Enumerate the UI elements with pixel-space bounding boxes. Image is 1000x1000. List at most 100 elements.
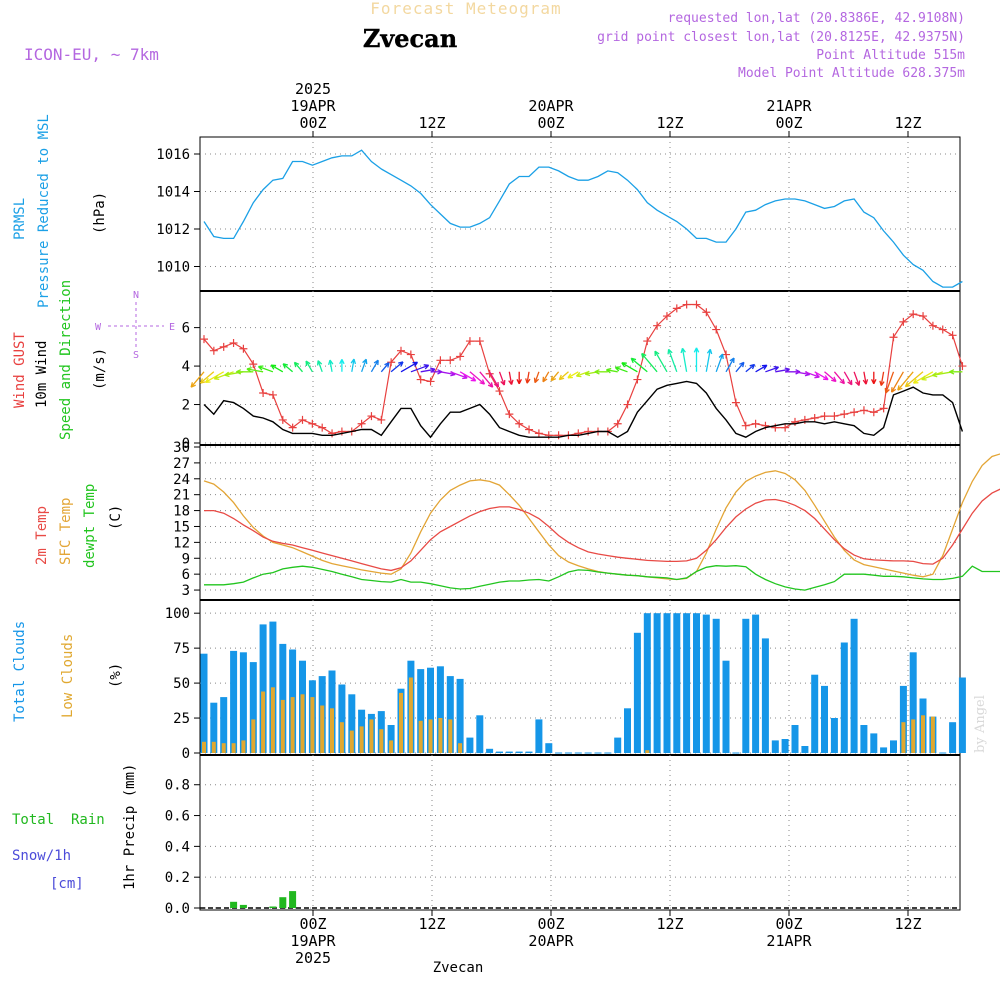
wind-gust-marker bbox=[426, 377, 435, 386]
wind-unit: (m/s) bbox=[92, 348, 108, 390]
y-tick-label: 15 bbox=[173, 519, 190, 535]
wind-direction-arrow bbox=[814, 371, 829, 381]
wind-direction-arrow bbox=[246, 366, 264, 373]
wind-gust-marker bbox=[505, 410, 514, 419]
total-clouds-bar bbox=[958, 677, 966, 753]
wind-direction-arrow bbox=[693, 347, 700, 372]
wind-gust-marker bbox=[318, 423, 327, 432]
low-clouds-bar bbox=[241, 740, 246, 753]
total-clouds-bar bbox=[338, 684, 346, 753]
wind-direction-arrow bbox=[459, 371, 477, 382]
total-clouds-bar bbox=[446, 676, 454, 753]
wind-gust-marker bbox=[633, 375, 642, 384]
total-clouds-bar bbox=[200, 653, 208, 753]
precipitation-frame bbox=[199, 754, 961, 911]
total-clouds-bar bbox=[880, 747, 888, 753]
y-tick-label: 0.6 bbox=[165, 809, 190, 825]
y-tick-label: 6 bbox=[182, 321, 190, 337]
y-tick-label: 0.8 bbox=[165, 778, 190, 794]
total-clouds-bar bbox=[515, 751, 523, 753]
low-clouds-bar bbox=[339, 722, 344, 753]
wind-direction-arrow bbox=[833, 371, 846, 385]
total-clouds-bar bbox=[387, 725, 395, 753]
wind-direction-arrow bbox=[558, 371, 569, 381]
total-clouds-bar bbox=[486, 748, 494, 753]
total-clouds-bar bbox=[909, 652, 917, 753]
top-time-label: 12Z bbox=[418, 114, 445, 132]
wind-gust-marker bbox=[928, 321, 937, 330]
total-clouds-bar bbox=[899, 685, 907, 753]
wind-direction-arrow bbox=[765, 365, 780, 373]
low-clouds-bar bbox=[930, 716, 935, 753]
wind-direction-arrow bbox=[853, 371, 861, 386]
temp-dewpt-label: dewpt Temp bbox=[82, 484, 98, 568]
wind-gust-marker bbox=[859, 406, 868, 415]
wind-direction-arrow bbox=[293, 361, 303, 373]
wind-gust-marker bbox=[485, 369, 494, 378]
precip-labels: Total Rain Snow/1h [cm] 1hr Precip (mm) bbox=[12, 764, 138, 892]
wind-gust-marker bbox=[584, 427, 593, 436]
y-tick-label: 0 bbox=[182, 436, 190, 452]
wind-direction-arrow bbox=[542, 371, 550, 383]
y-tick-label: 1014 bbox=[156, 185, 190, 201]
top-time-label: 20APR bbox=[528, 97, 574, 115]
wind-gust-marker bbox=[249, 360, 258, 369]
low-clouds-bar bbox=[270, 687, 275, 753]
total-clouds-bar bbox=[860, 725, 868, 753]
wind-10m-line bbox=[203, 380, 964, 439]
total-clouds-bar bbox=[230, 650, 238, 753]
wind-gust-marker bbox=[682, 300, 691, 309]
precip-series bbox=[200, 891, 960, 909]
wind-gust-marker bbox=[919, 312, 928, 321]
wind-direction-arrow bbox=[641, 352, 658, 373]
total-clouds-bar bbox=[683, 613, 691, 753]
wind-direction-arrow bbox=[862, 371, 869, 385]
watermark: by Angel bbox=[973, 695, 988, 753]
top-time-label: 19APR bbox=[290, 97, 336, 115]
temperature-panel: 2m Temp SFC Temp dewpt Temp (C) 36912151… bbox=[34, 440, 1000, 599]
wind-gust-marker bbox=[278, 415, 287, 424]
precip-y-axis: 0.0 0.2 0.4 0.6 0.8 bbox=[165, 778, 960, 917]
low-clouds-bar bbox=[310, 697, 315, 753]
total-clouds-bar bbox=[811, 674, 819, 753]
low-clouds-bar bbox=[369, 719, 374, 753]
wind-direction-arrow bbox=[327, 359, 334, 372]
wind-gust-marker bbox=[328, 429, 337, 438]
total-clouds-bar bbox=[210, 702, 218, 753]
compass-n: N bbox=[133, 290, 139, 301]
wind-gust-marker bbox=[899, 317, 908, 326]
wind-gust-line bbox=[203, 303, 963, 436]
wind-gust-marker bbox=[515, 419, 524, 428]
wind-direction-arrow bbox=[339, 359, 345, 372]
total-clouds-bar bbox=[348, 694, 356, 753]
wind-direction-arrow bbox=[190, 371, 205, 388]
clouds-y-axis: 0 25 50 75 100 bbox=[165, 606, 960, 762]
low-clouds-bar bbox=[448, 719, 453, 753]
temperature-series bbox=[203, 453, 1000, 591]
total-clouds-bar bbox=[249, 662, 257, 753]
wind-direction-arrow bbox=[725, 357, 735, 373]
y-tick-label: 25 bbox=[173, 711, 190, 727]
gridpoint-coords: grid point closest lon,lat (20.8125E, 42… bbox=[597, 30, 965, 45]
total-clouds-bar bbox=[791, 725, 799, 753]
low-clouds-bar bbox=[231, 743, 236, 753]
clouds-labels: Total Clouds Low Clouds (%) bbox=[12, 621, 124, 722]
wind-direction-arrow bbox=[360, 358, 368, 373]
y-tick-label: 50 bbox=[173, 676, 190, 692]
wind-direction-arrow bbox=[380, 362, 390, 373]
wind-direction-arrow bbox=[270, 364, 284, 373]
pressure-label-1: PRMSL bbox=[12, 198, 28, 240]
wind-direction-arrow bbox=[904, 371, 924, 388]
wind-gust-marker bbox=[544, 431, 553, 440]
wind-gust-marker bbox=[574, 429, 583, 438]
wind-direction-arrow bbox=[745, 363, 756, 373]
low-clouds-bar bbox=[389, 740, 394, 753]
wind-gust-marker bbox=[820, 412, 829, 421]
total-clouds-bar bbox=[456, 678, 464, 753]
low-clouds-bar bbox=[211, 741, 216, 753]
rain-bar bbox=[230, 901, 238, 908]
wind-direction-arrow bbox=[305, 360, 313, 373]
total-clouds-bar bbox=[417, 669, 425, 753]
wind-direction-arrow bbox=[871, 371, 877, 385]
wind-direction-arrow bbox=[705, 348, 713, 372]
